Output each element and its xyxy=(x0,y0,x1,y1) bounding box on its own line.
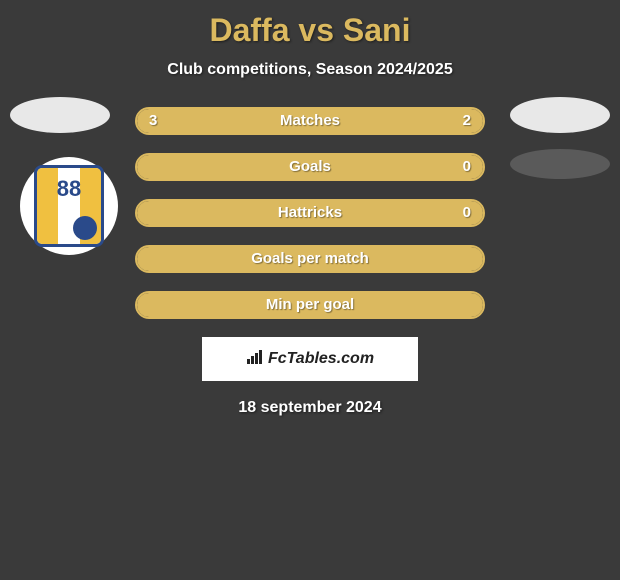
watermark-box[interactable]: FcTables.com xyxy=(202,337,418,381)
stat-row: Goals per match xyxy=(135,245,485,273)
stat-label: Goals xyxy=(137,155,483,179)
page-title: Daffa vs Sani xyxy=(0,0,620,49)
stat-label: Min per goal xyxy=(137,293,483,317)
date-line: 18 september 2024 xyxy=(0,399,620,417)
stat-label: Matches xyxy=(137,109,483,133)
stat-row: 0Hattricks xyxy=(135,199,485,227)
stat-row: Min per goal xyxy=(135,291,485,319)
stat-rows: 32Matches 0Goals 0Hattricks Goals per match… xyxy=(135,107,485,319)
stat-label: Goals per match xyxy=(137,247,483,271)
club-badge-number: 88 xyxy=(37,176,101,202)
comparison-area: 88 32Matches 0Goals 0Hattricks Goals per ma… xyxy=(0,107,620,319)
stat-row: 32Matches xyxy=(135,107,485,135)
subtitle: Club competitions, Season 2024/2025 xyxy=(0,61,620,79)
player-left-avatar xyxy=(10,97,110,133)
club-left-badge: 88 xyxy=(20,157,118,255)
soccer-ball-icon xyxy=(73,216,97,240)
club-badge-shield: 88 xyxy=(34,165,104,247)
stat-row: 0Goals xyxy=(135,153,485,181)
stat-label: Hattricks xyxy=(137,201,483,225)
player-right-avatar xyxy=(510,97,610,133)
chart-icon xyxy=(246,349,264,370)
club-right-badge xyxy=(510,149,610,179)
watermark-text: FcTables.com xyxy=(268,350,374,368)
